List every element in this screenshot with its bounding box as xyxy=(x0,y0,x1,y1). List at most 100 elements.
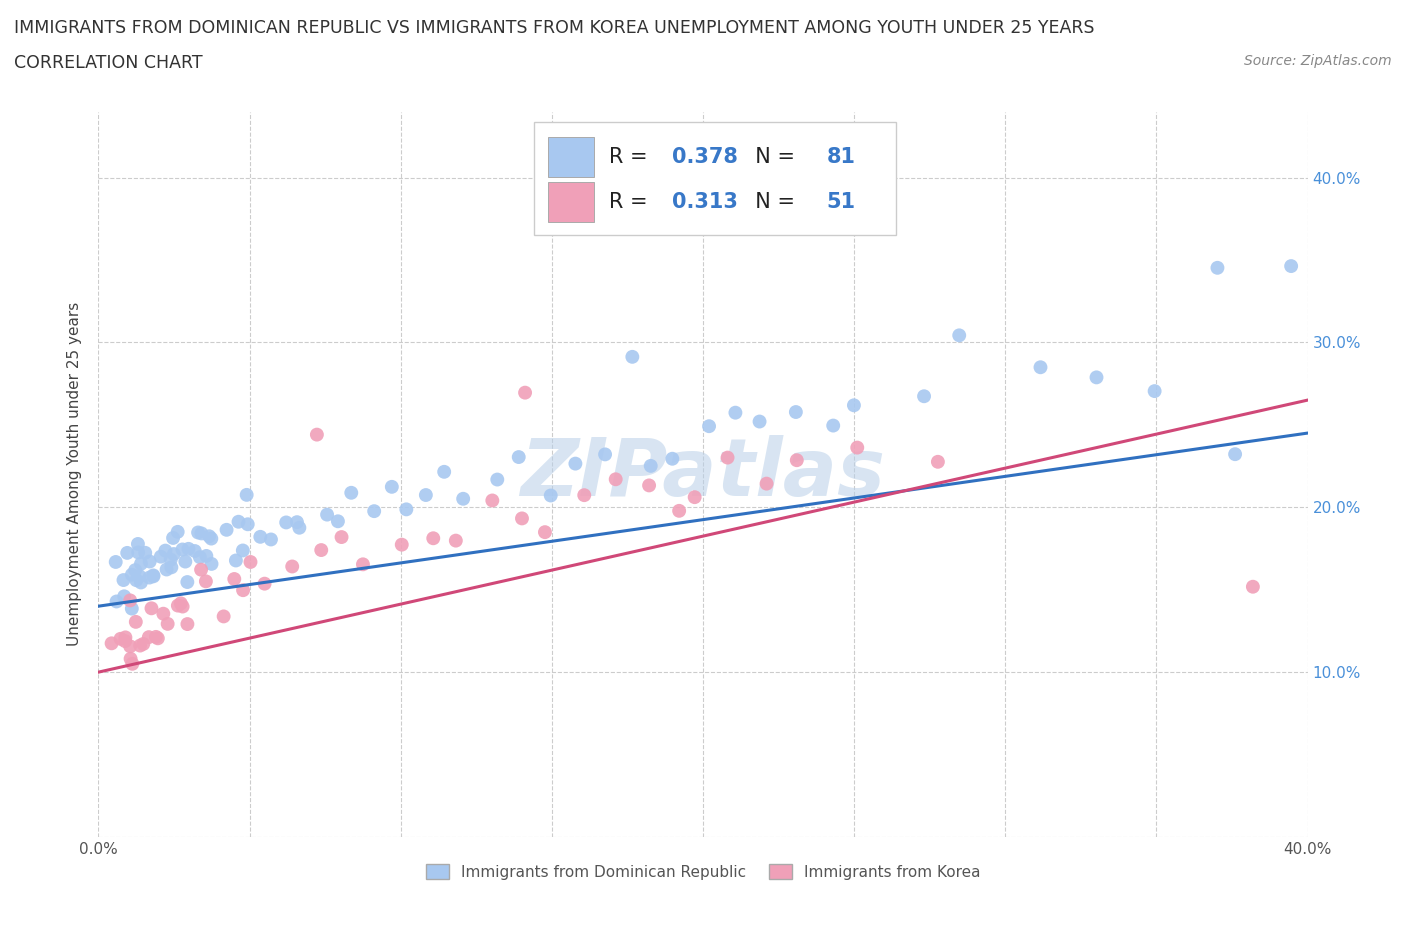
Point xyxy=(534,525,557,539)
Point xyxy=(121,657,143,671)
Text: ZIPatlas: ZIPatlas xyxy=(520,435,886,513)
Point xyxy=(149,550,172,565)
FancyBboxPatch shape xyxy=(534,123,897,235)
Point xyxy=(253,577,276,591)
Point xyxy=(132,636,155,651)
Point xyxy=(105,594,128,609)
Point xyxy=(156,617,179,631)
Point xyxy=(129,556,152,571)
Point xyxy=(564,457,586,472)
Text: 51: 51 xyxy=(827,193,855,212)
Point xyxy=(172,599,194,614)
Point xyxy=(593,447,616,462)
Point xyxy=(683,490,706,505)
Point xyxy=(163,547,186,562)
Text: N =: N = xyxy=(742,193,801,212)
Point xyxy=(1223,446,1246,461)
Point xyxy=(184,544,207,559)
Point xyxy=(249,529,271,544)
Point xyxy=(200,556,222,571)
Point xyxy=(138,630,160,644)
Point xyxy=(155,543,177,558)
Point xyxy=(326,514,349,529)
Point xyxy=(176,617,198,631)
Text: 0.313: 0.313 xyxy=(672,193,737,212)
Point xyxy=(661,451,683,466)
Point xyxy=(638,478,661,493)
Point xyxy=(115,546,138,561)
Point xyxy=(1029,360,1052,375)
Point xyxy=(128,568,150,583)
Point xyxy=(176,575,198,590)
FancyBboxPatch shape xyxy=(548,138,595,178)
Point xyxy=(381,479,404,494)
Point xyxy=(540,488,562,503)
Point xyxy=(125,615,148,630)
Point xyxy=(846,440,869,455)
Y-axis label: Unemployment Among Youth under 25 years: Unemployment Among Youth under 25 years xyxy=(67,302,83,646)
Legend: Immigrants from Dominican Republic, Immigrants from Korea: Immigrants from Dominican Republic, Immi… xyxy=(418,857,988,887)
Point xyxy=(823,418,845,433)
Text: R =: R = xyxy=(609,147,654,167)
FancyBboxPatch shape xyxy=(548,182,595,222)
Point xyxy=(120,639,142,654)
Point xyxy=(508,449,530,464)
Point xyxy=(142,569,165,584)
Point xyxy=(433,464,456,479)
Point xyxy=(167,598,190,613)
Point xyxy=(330,529,353,544)
Point xyxy=(170,596,193,611)
Point xyxy=(166,525,188,539)
Point xyxy=(232,583,254,598)
Point xyxy=(160,560,183,575)
Point xyxy=(114,633,136,648)
Point xyxy=(391,538,413,552)
Point xyxy=(363,504,385,519)
Point xyxy=(1279,259,1302,273)
Point xyxy=(142,568,165,583)
Point xyxy=(129,638,152,653)
Point xyxy=(224,572,246,587)
Point xyxy=(125,573,148,588)
Point xyxy=(121,601,143,616)
Point xyxy=(138,570,160,585)
Point xyxy=(1143,384,1166,399)
Point xyxy=(177,541,200,556)
Point xyxy=(574,487,596,502)
Point xyxy=(755,476,778,491)
Point xyxy=(152,606,174,621)
Point xyxy=(748,414,770,429)
Point xyxy=(510,511,533,525)
Point xyxy=(228,514,250,529)
Text: N =: N = xyxy=(742,147,801,167)
Point xyxy=(316,507,339,522)
Point xyxy=(145,630,167,644)
Point xyxy=(640,458,662,473)
Point xyxy=(1241,579,1264,594)
Point xyxy=(155,562,177,577)
Point xyxy=(121,567,143,582)
Point xyxy=(129,575,152,590)
Point xyxy=(605,472,627,486)
Point xyxy=(195,549,218,564)
Point xyxy=(724,405,747,420)
Point xyxy=(190,563,212,578)
Point xyxy=(276,515,298,530)
Point xyxy=(1085,370,1108,385)
Point xyxy=(281,559,304,574)
Point xyxy=(159,552,181,567)
Point xyxy=(104,554,127,569)
Point xyxy=(842,398,865,413)
Point xyxy=(134,545,156,560)
Point xyxy=(451,491,474,506)
Point xyxy=(127,537,149,551)
Text: R =: R = xyxy=(609,193,654,212)
Point xyxy=(124,563,146,578)
Point xyxy=(190,526,212,541)
Point xyxy=(110,631,132,646)
Point xyxy=(114,630,136,644)
Point xyxy=(187,525,209,540)
Text: CORRELATION CHART: CORRELATION CHART xyxy=(14,54,202,72)
Point xyxy=(1206,260,1229,275)
Point xyxy=(112,573,135,588)
